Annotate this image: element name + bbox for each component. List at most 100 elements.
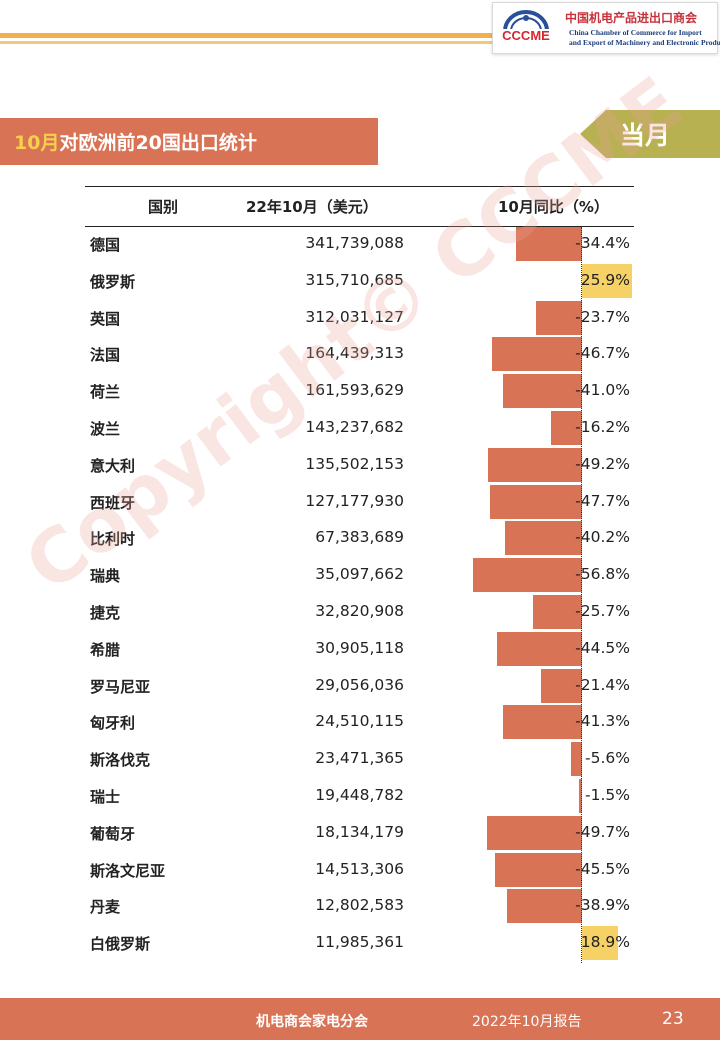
table-row: 斯洛伐克 23,471,365 -5.6% — [0, 741, 720, 778]
export-value: 30,905,118 — [315, 638, 404, 657]
country-name: 荷兰 — [90, 383, 121, 402]
country-name: 瑞典 — [90, 567, 121, 586]
country-name: 德国 — [90, 236, 121, 254]
yoy-bar — [550, 410, 582, 445]
country-name: 意大利 — [90, 456, 136, 475]
export-value: 35,097,662 — [315, 565, 404, 584]
table-row: 波兰 143,237,682 -16.2% — [0, 410, 720, 447]
yoy-bar — [494, 852, 582, 887]
column-header-value: 22年10月（美元） — [246, 198, 378, 216]
export-value: 143,237,682 — [305, 417, 404, 436]
export-value: 315,710,685 — [305, 270, 404, 289]
export-value: 23,471,365 — [315, 749, 404, 768]
org-name-en-line1: China Chamber of Commerce for Import — [569, 28, 702, 37]
table-top-rule — [85, 186, 634, 187]
yoy-label: -56.8% — [575, 565, 630, 584]
table-row: 瑞典 35,097,662 -56.8% — [0, 557, 720, 594]
header-stripe — [0, 33, 492, 38]
yoy-bar — [582, 926, 619, 961]
yoy-bar — [487, 447, 582, 482]
country-name: 西班牙 — [90, 493, 136, 512]
table-row: 葡萄牙 18,134,179 -49.7% — [0, 815, 720, 852]
table-row: 白俄罗斯 11,985,361 18.9% — [0, 925, 720, 962]
table-row: 俄罗斯 315,710,685 25.9% — [0, 263, 720, 300]
export-value: 24,510,115 — [315, 712, 404, 731]
export-value: 12,802,583 — [315, 896, 404, 915]
table-row: 德国 341,739,088 -34.4% — [0, 226, 720, 263]
country-name: 法国 — [90, 346, 121, 365]
yoy-label: 25.9% — [580, 270, 630, 289]
yoy-bar — [503, 374, 582, 409]
yoy-label: 18.9% — [580, 933, 630, 952]
yoy-label: -46.7% — [575, 344, 630, 363]
table-row: 斯洛文尼亚 14,513,306 -45.5% — [0, 852, 720, 889]
export-value: 11,985,361 — [315, 933, 404, 952]
country-name: 希腊 — [90, 640, 121, 659]
yoy-label: -45.5% — [575, 859, 630, 878]
table-header-rule — [85, 226, 634, 227]
table-row: 比利时 67,383,689 -40.2% — [0, 520, 720, 557]
country-name: 匈牙利 — [90, 714, 136, 733]
country-name: 罗马尼亚 — [90, 677, 151, 696]
yoy-bar — [502, 705, 582, 740]
yoy-bar — [532, 594, 582, 629]
yoy-label: -23.7% — [575, 307, 630, 326]
yoy-bar — [490, 484, 582, 519]
table-row: 希腊 30,905,118 -44.5% — [0, 631, 720, 668]
export-value: 29,056,036 — [315, 675, 404, 694]
yoy-label: -47.7% — [575, 491, 630, 510]
yoy-bar — [492, 337, 582, 372]
org-name-en-line2: and Export of Machinery and Electronic P… — [569, 38, 720, 47]
export-value: 164,439,313 — [305, 344, 404, 363]
yoy-label: -16.2% — [575, 417, 630, 436]
yoy-bar — [579, 778, 582, 813]
export-value: 161,593,629 — [305, 381, 404, 400]
yoy-label: -1.5% — [585, 785, 630, 804]
yoy-label: -21.4% — [575, 675, 630, 694]
column-header-country: 国别 — [148, 198, 179, 216]
export-value: 32,820,908 — [315, 601, 404, 620]
yoy-label: -25.7% — [575, 601, 630, 620]
yoy-zero-axis — [581, 227, 582, 963]
yoy-bar — [515, 227, 582, 261]
yoy-bar — [496, 631, 582, 666]
table-row: 荷兰 161,593,629 -41.0% — [0, 373, 720, 410]
logo-wordmark: CCCME — [502, 28, 550, 43]
country-name: 葡萄牙 — [90, 824, 136, 843]
yoy-bar — [571, 742, 582, 777]
yoy-label: -49.2% — [575, 454, 630, 473]
yoy-label: -34.4% — [575, 234, 630, 252]
yoy-label: -49.7% — [575, 822, 630, 841]
page-number: 23 — [662, 1009, 684, 1029]
cccme-logo-icon: CCCME — [499, 10, 553, 43]
country-name: 波兰 — [90, 419, 121, 438]
export-value: 312,031,127 — [305, 307, 404, 326]
yoy-bar — [536, 300, 582, 335]
column-header-yoy: 10月同比（%） — [498, 198, 609, 216]
table-row: 捷克 32,820,908 -25.7% — [0, 594, 720, 631]
country-name: 斯洛文尼亚 — [90, 861, 166, 880]
period-tag: 当月 — [580, 110, 720, 158]
yoy-bar — [486, 815, 582, 850]
page-title-month: 10月 — [14, 132, 60, 154]
footer-org: 机电商会家电分会 — [256, 1014, 368, 1030]
yoy-bar — [504, 521, 582, 556]
yoy-label: -41.3% — [575, 712, 630, 731]
org-logo: CCCME 中国机电产品进出口商会 China Chamber of Comme… — [492, 2, 720, 54]
table-row: 瑞士 19,448,782 -1.5% — [0, 778, 720, 815]
footer: 机电商会家电分会 2022年10月报告 23 — [0, 998, 720, 1040]
country-name: 俄罗斯 — [90, 272, 136, 291]
export-value: 14,513,306 — [315, 859, 404, 878]
yoy-label: -41.0% — [575, 381, 630, 400]
yoy-label: -44.5% — [575, 638, 630, 657]
yoy-label: -5.6% — [585, 749, 630, 768]
table-row: 意大利 135,502,153 -49.2% — [0, 447, 720, 484]
yoy-label: -38.9% — [575, 896, 630, 915]
yoy-bar — [540, 668, 582, 703]
export-value: 135,502,153 — [305, 454, 404, 473]
period-tag-label: 当月 — [620, 121, 671, 150]
country-name: 捷克 — [90, 603, 121, 622]
table-row: 丹麦 12,802,583 -38.9% — [0, 888, 720, 925]
table-row: 匈牙利 24,510,115 -41.3% — [0, 704, 720, 741]
country-name: 斯洛伐克 — [90, 751, 151, 770]
